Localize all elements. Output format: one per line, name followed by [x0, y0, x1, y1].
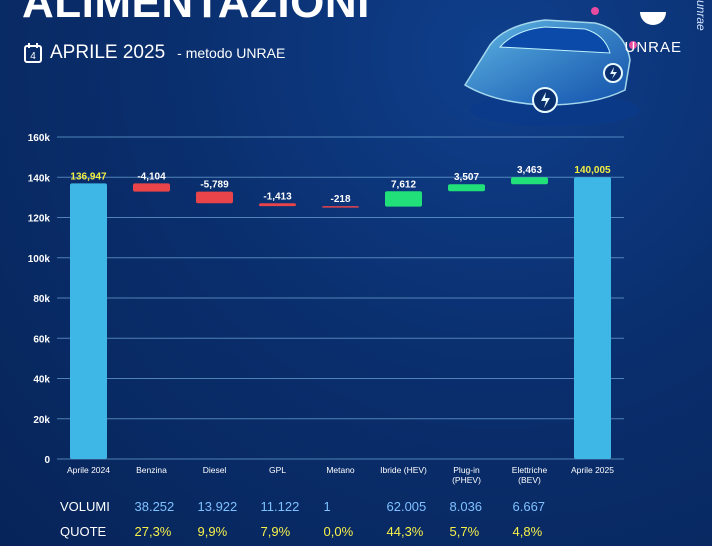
- bar-4: [322, 206, 359, 208]
- page-title: ALIMENTAZIONI: [22, 0, 370, 27]
- bar-2: [196, 191, 233, 204]
- x-tick-label: (BEV): [518, 475, 541, 485]
- bar-1: [133, 183, 170, 192]
- car-illustration: [463, 7, 640, 126]
- data-label: -1,413: [263, 191, 292, 202]
- y-tick-label: 80k: [33, 294, 50, 305]
- x-tick-label: Aprile 2024: [67, 465, 110, 475]
- subtitle: 4 APRILE 2025 - metodo UNRAE: [24, 42, 285, 64]
- brand-vertical-text: unrae: [694, 0, 708, 31]
- brand-logo-mark: [640, 12, 667, 25]
- brand-name: UNRAE: [624, 39, 682, 56]
- subtitle-period: APRILE 2025: [50, 42, 166, 63]
- bar-0: [70, 183, 107, 459]
- x-tick-label: Benzina: [136, 465, 167, 475]
- bar-3: [259, 203, 296, 207]
- y-tick-label: 0: [44, 455, 50, 466]
- x-tick-label: (PHEV): [452, 475, 481, 485]
- y-tick-label: 100k: [28, 254, 51, 265]
- x-tick-label: Plug-in: [453, 465, 480, 475]
- calendar-day: 4: [30, 51, 36, 62]
- y-tick-label: 140k: [28, 173, 51, 184]
- bar-5: [385, 191, 422, 207]
- x-tick-label: GPL: [269, 465, 286, 475]
- y-tick-label: 160k: [28, 133, 51, 144]
- bar-6: [448, 184, 485, 192]
- bar-8: [574, 177, 611, 460]
- data-label: 136,947: [70, 171, 107, 182]
- data-label: -4,104: [137, 171, 166, 182]
- x-tick-label: Aprile 2025: [571, 465, 614, 475]
- subtitle-method: - metodo UNRAE: [177, 45, 286, 61]
- y-tick-label: 120k: [28, 214, 51, 225]
- y-tick-label: 40k: [33, 375, 50, 386]
- x-tick-label: Elettriche: [512, 465, 548, 475]
- x-tick-label: Ibride (HEV): [380, 465, 427, 475]
- data-label: 3,507: [454, 172, 479, 183]
- data-label: 7,612: [391, 179, 416, 190]
- y-tick-label: 60k: [33, 334, 50, 345]
- calendar-icon: 4: [24, 43, 42, 63]
- data-label: -5,789: [200, 180, 229, 191]
- data-label: 3,463: [517, 165, 542, 176]
- brand-logo: UNRAE: [624, 12, 682, 56]
- x-tick-label: Diesel: [203, 465, 227, 475]
- bar-7: [511, 177, 548, 185]
- data-label: 140,005: [574, 165, 611, 176]
- x-tick-label: Metano: [326, 465, 355, 475]
- y-tick-label: 20k: [33, 415, 50, 426]
- data-label: -218: [330, 194, 350, 205]
